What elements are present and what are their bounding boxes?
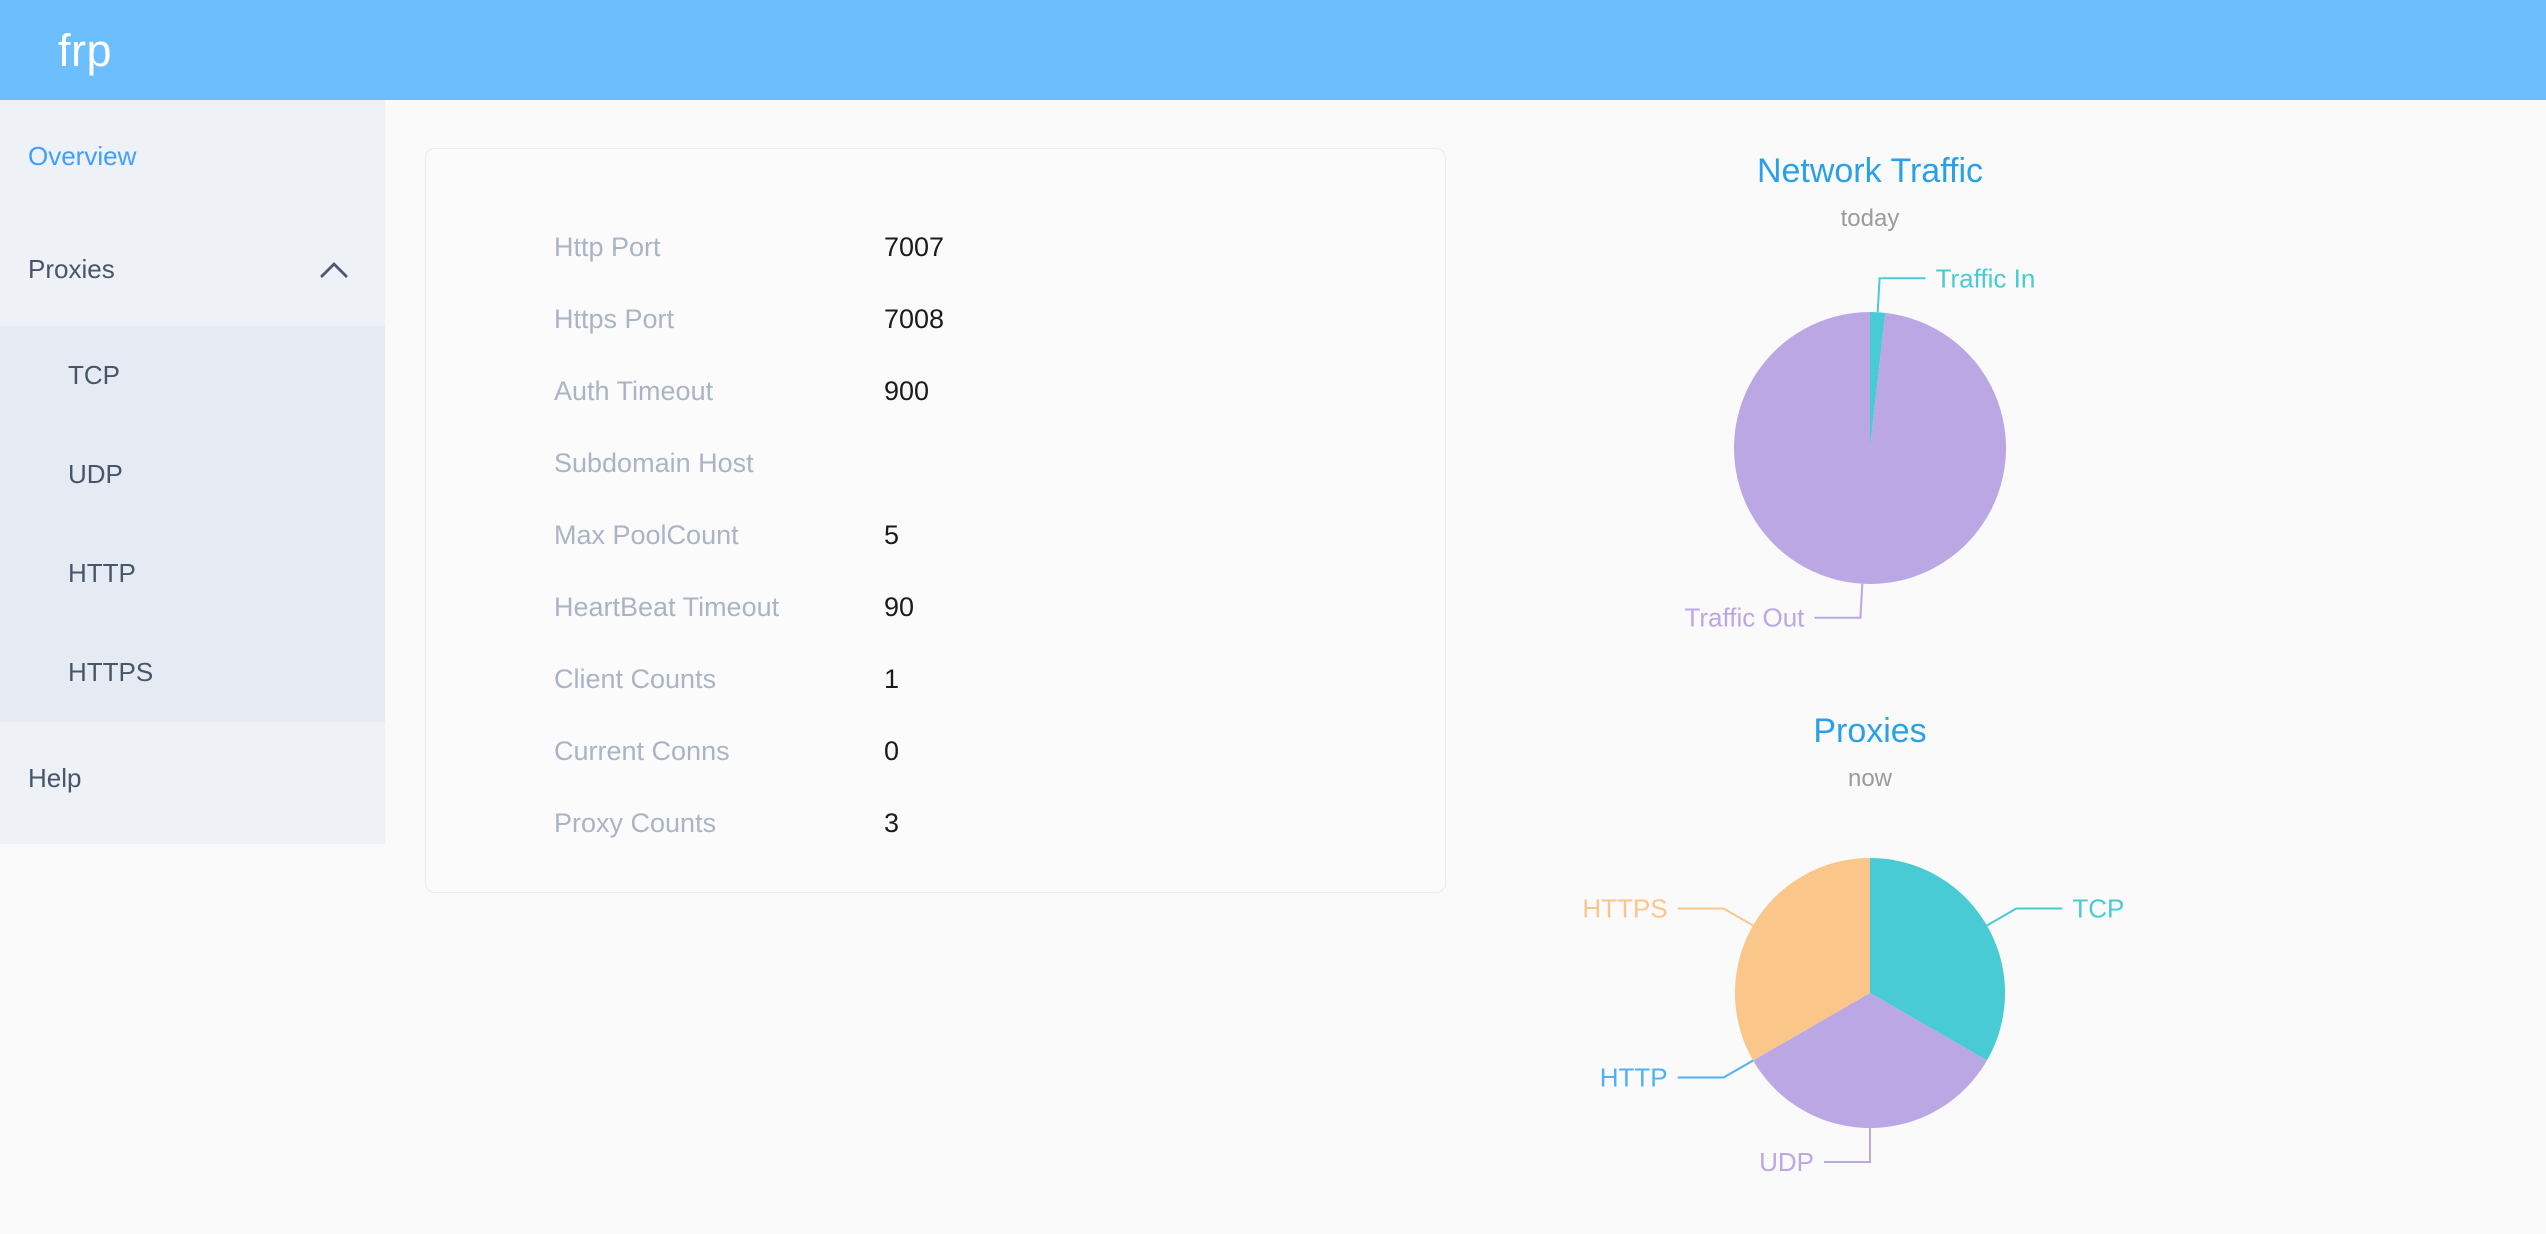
sidebar-subitem-https-label: HTTPS: [68, 657, 154, 687]
pie-slice-https[interactable]: [1735, 858, 1870, 1061]
chevron-up-icon: [321, 257, 347, 283]
info-label: Https Port: [554, 303, 675, 334]
info-value: 90: [884, 591, 915, 622]
chart-canvas: Traffic In Traffic Out: [1520, 233, 2220, 653]
sidebar-item-help-label: Help: [28, 763, 82, 793]
info-label: Subdomain Host: [554, 447, 754, 478]
info-value: 3: [884, 807, 900, 838]
sidebar-item-overview-label: Overview: [28, 141, 137, 171]
sidebar-item-proxies-label: Proxies: [28, 254, 115, 284]
info-value: 900: [884, 375, 930, 406]
sidebar-nav: Overview Proxies TCP UDP HTTP HTTPS Help: [0, 100, 385, 844]
network-traffic-chart: Network Traffic today Traffic In Traffic …: [1520, 140, 2220, 660]
sidebar-subitem-http-label: HTTP: [68, 558, 136, 588]
sidebar-subitem-udp-label: UDP: [68, 459, 123, 489]
server-info-list: Http Port 7007 Https Port 7008 Auth Time…: [554, 211, 1374, 859]
sidebar-item-help[interactable]: Help: [0, 722, 385, 835]
table-row: Max PoolCount 5: [554, 499, 1374, 571]
sidebar-subitem-tcp-label: TCP: [68, 360, 120, 390]
info-label: Client Counts: [554, 663, 717, 694]
pie-slice-label: HTTPS: [1582, 894, 1667, 924]
pie-leader-line: [1814, 583, 1864, 619]
pie-slice-traffic-in[interactable]: [1870, 312, 1886, 448]
info-value: 0: [884, 735, 900, 766]
info-label: Auth Timeout: [554, 375, 714, 406]
app-brand-logo: frp: [58, 24, 113, 76]
table-row: Auth Timeout 900: [554, 355, 1374, 427]
table-row: Client Counts 1: [554, 643, 1374, 715]
pie-slice-udp[interactable]: [1753, 993, 1987, 1128]
sidebar-subitem-http[interactable]: HTTP: [0, 524, 385, 623]
sidebar-item-proxies[interactable]: Proxies: [0, 213, 385, 326]
info-value: 5: [884, 519, 900, 550]
info-label: Proxy Counts: [554, 807, 717, 838]
chart-title: Proxies: [1813, 712, 1927, 750]
pie-slice-label: TCP: [2072, 894, 2124, 924]
pie-slice-label: UDP: [1759, 1147, 1814, 1177]
chart-title: Network Traffic: [1756, 152, 1984, 190]
table-row: Current Conns 0: [554, 715, 1374, 787]
sidebar-submenu-proxies: TCP UDP HTTP HTTPS: [0, 326, 385, 722]
table-row: Proxy Counts 3: [554, 787, 1374, 859]
table-row: Subdomain Host: [554, 427, 1374, 499]
proxies-chart: Proxies now TCP UDP HTTP HTTPS: [1520, 700, 2220, 1230]
app-header: frp: [0, 0, 2546, 100]
table-row: Http Port 7007: [554, 211, 1374, 283]
pie-leader-line: [1824, 1128, 1871, 1163]
pie-slice-label: HTTP: [1600, 1063, 1668, 1093]
pie-svg-proxies: TCP UDP HTTP HTTPS: [1582, 858, 2124, 1177]
info-label: HeartBeat Timeout: [554, 591, 780, 622]
table-row: Https Port 7008: [554, 283, 1374, 355]
pie-leader-line: [1677, 1059, 1754, 1079]
info-label: Max PoolCount: [554, 519, 739, 550]
sidebar-item-overview[interactable]: Overview: [0, 100, 385, 213]
pie-svg-traffic: Traffic In Traffic Out: [1684, 263, 2036, 633]
pie-slice-traffic-out[interactable]: [1734, 312, 2006, 584]
info-label: Current Conns: [554, 735, 730, 766]
pie-leader-line: [1876, 277, 1926, 313]
sidebar-subitem-tcp[interactable]: TCP: [0, 326, 385, 425]
info-value: 7008: [884, 303, 945, 334]
pie-slice-label: Traffic Out: [1684, 603, 1805, 633]
pie-leader-line: [1986, 907, 2063, 927]
server-info-card: Http Port 7007 Https Port 7008 Auth Time…: [425, 148, 1446, 893]
info-value: 7007: [884, 231, 945, 262]
pie-leader-line: [1677, 907, 1754, 927]
chart-subtitle: today: [1840, 205, 1900, 232]
table-row: HeartBeat Timeout 90: [554, 571, 1374, 643]
pie-slice-label: Traffic In: [1936, 263, 2036, 293]
chart-subtitle: now: [1847, 765, 1893, 792]
sidebar-subitem-udp[interactable]: UDP: [0, 425, 385, 524]
info-label: Http Port: [554, 231, 661, 262]
chart-canvas: TCP UDP HTTP HTTPS: [1520, 793, 2220, 1213]
sidebar-subitem-https[interactable]: HTTPS: [0, 623, 385, 722]
pie-slice-tcp[interactable]: [1870, 858, 2005, 1061]
info-value: 1: [884, 663, 900, 694]
